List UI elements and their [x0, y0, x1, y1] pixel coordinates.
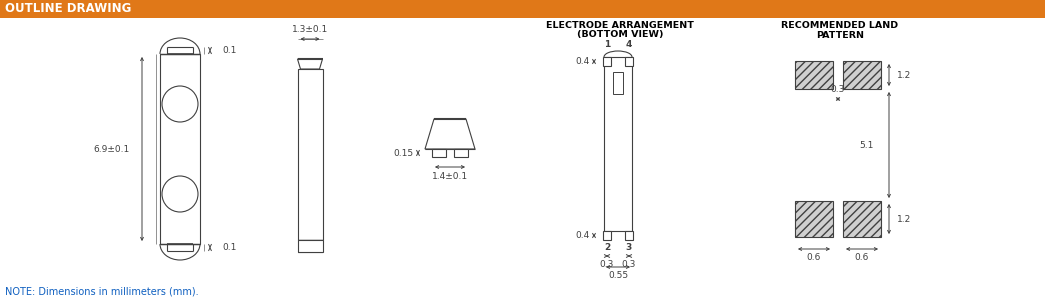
- Bar: [625, 231, 633, 240]
- Text: RECOMMENDED LAND: RECOMMENDED LAND: [782, 22, 899, 30]
- Text: 4: 4: [626, 40, 632, 49]
- Text: 1.4±0.1: 1.4±0.1: [432, 172, 468, 181]
- Text: 0.1: 0.1: [222, 243, 236, 252]
- Text: 0.3: 0.3: [831, 85, 845, 94]
- Bar: [298, 69, 323, 240]
- Text: OUTLINE DRAWING: OUTLINE DRAWING: [5, 2, 132, 16]
- Text: 1.2: 1.2: [897, 71, 911, 80]
- Text: 2: 2: [604, 243, 610, 252]
- Bar: [603, 57, 611, 66]
- Text: ELECTRODE ARRANGEMENT: ELECTRODE ARRANGEMENT: [547, 22, 694, 30]
- Bar: [603, 231, 611, 240]
- Text: 1.2: 1.2: [897, 215, 911, 223]
- Text: 0.3: 0.3: [600, 260, 614, 269]
- Bar: [795, 201, 833, 237]
- Text: 1: 1: [604, 40, 610, 49]
- Text: 0.4: 0.4: [575, 231, 589, 240]
- Bar: [604, 57, 632, 231]
- Text: 1.3±0.1: 1.3±0.1: [292, 25, 328, 34]
- Text: 5.1: 5.1: [859, 140, 874, 150]
- Bar: [795, 61, 833, 89]
- Bar: [625, 57, 633, 66]
- Bar: [160, 54, 200, 244]
- Bar: [613, 72, 623, 94]
- Bar: [432, 149, 446, 157]
- Text: 3: 3: [626, 243, 632, 252]
- Polygon shape: [298, 59, 323, 69]
- Text: 0.6: 0.6: [807, 253, 821, 262]
- Text: 0.15: 0.15: [394, 148, 414, 157]
- Bar: [0, 0, 1045, 18]
- Bar: [843, 201, 881, 237]
- Text: NOTE: Dimensions in millimeters (mm).: NOTE: Dimensions in millimeters (mm).: [5, 286, 199, 296]
- Text: 0.1: 0.1: [222, 46, 236, 55]
- Bar: [454, 149, 468, 157]
- Text: 0.55: 0.55: [608, 271, 628, 280]
- Text: 0.4: 0.4: [575, 57, 589, 66]
- Text: PATTERN: PATTERN: [816, 30, 864, 40]
- Bar: [298, 240, 323, 252]
- Text: (BOTTOM VIEW): (BOTTOM VIEW): [577, 30, 664, 40]
- Text: 0.6: 0.6: [855, 253, 869, 262]
- Text: 6.9±0.1: 6.9±0.1: [94, 144, 130, 154]
- Text: 0.3: 0.3: [622, 260, 636, 269]
- Bar: [843, 61, 881, 89]
- Polygon shape: [425, 119, 475, 149]
